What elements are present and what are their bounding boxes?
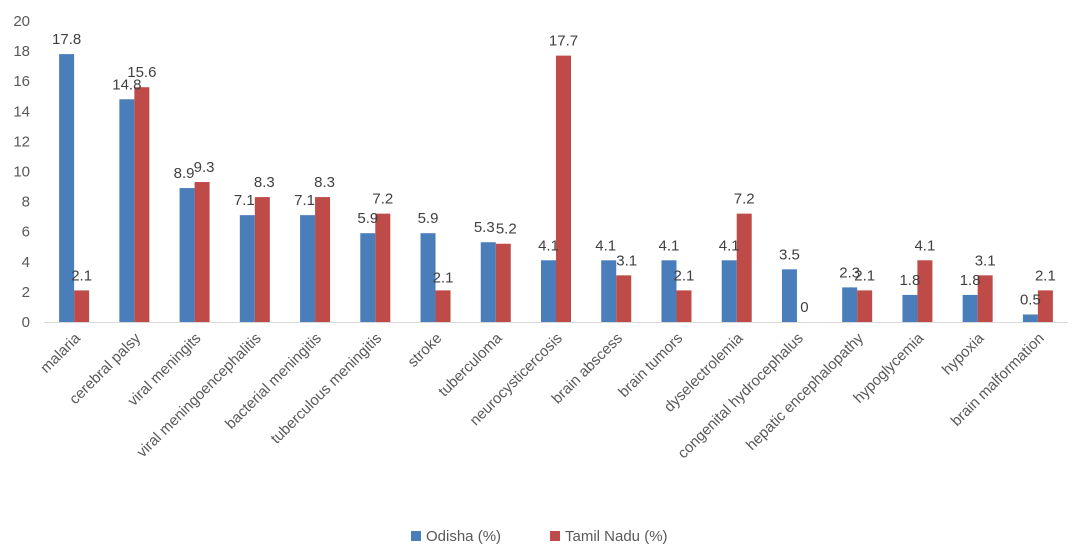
bar-tamil-nadu xyxy=(134,87,150,322)
x-category-label: congenital hydrocephalus xyxy=(674,330,806,462)
bar-tamil-nadu xyxy=(616,275,632,322)
bar-odisha xyxy=(962,294,978,322)
bar-odisha xyxy=(300,215,316,322)
bar-tamil-nadu xyxy=(315,197,331,322)
x-category-label: stroke xyxy=(404,330,445,371)
bar-odisha xyxy=(661,260,677,322)
data-label-odisha: 17.8 xyxy=(52,31,81,48)
data-label-odisha: 4.1 xyxy=(538,237,559,254)
bar-odisha xyxy=(420,233,436,322)
legend-swatch-odisha xyxy=(411,531,421,541)
data-label-tamil-nadu: 5.2 xyxy=(496,221,517,238)
y-tick-label: 0 xyxy=(22,314,30,331)
data-label-odisha: 4.1 xyxy=(595,237,616,254)
bar-odisha xyxy=(239,215,255,322)
bar-odisha xyxy=(59,54,75,323)
data-label-odisha: 5.9 xyxy=(418,210,439,227)
bar-tamil-nadu xyxy=(977,275,993,322)
bar-odisha xyxy=(601,260,617,322)
data-label-odisha: 1.8 xyxy=(960,272,981,289)
bar-tamil-nadu xyxy=(917,260,933,322)
data-label-tamil-nadu: 2.1 xyxy=(433,269,454,286)
data-label-tamil-nadu: 3.1 xyxy=(975,252,996,269)
data-label-tamil-nadu: 17.7 xyxy=(549,33,578,50)
data-label-tamil-nadu: 2.1 xyxy=(1035,267,1056,284)
y-tick-label: 8 xyxy=(22,194,30,211)
legend-label-odisha: Odisha (%) xyxy=(426,528,501,545)
bar-tamil-nadu xyxy=(254,197,270,322)
legend-label-tamil-nadu: Tamil Nadu (%) xyxy=(565,528,668,545)
data-label-odisha: 5.9 xyxy=(357,210,378,227)
y-tick-label: 16 xyxy=(13,73,30,90)
x-category-label: hypoxia xyxy=(939,329,988,378)
x-category-label: malaria xyxy=(37,329,84,376)
y-tick-label: 14 xyxy=(13,103,30,120)
bar-tamil-nadu xyxy=(556,55,571,323)
data-label-odisha: 8.9 xyxy=(174,165,195,182)
data-label-tamil-nadu: 8.3 xyxy=(254,174,275,191)
x-category-label: tuberculous meningitis xyxy=(268,330,386,448)
data-label-tamil-nadu: 2.1 xyxy=(854,267,875,284)
data-label-odisha: 4.1 xyxy=(659,237,680,254)
data-label-tamil-nadu: 7.2 xyxy=(372,191,393,208)
data-label-tamil-nadu: 2.1 xyxy=(71,267,92,284)
data-label-odisha: 1.8 xyxy=(899,272,920,289)
data-label-tamil-nadu: 9.3 xyxy=(194,159,215,176)
bar-tamil-nadu xyxy=(375,213,391,322)
y-tick-label: 10 xyxy=(13,164,30,181)
legend-swatch-tamil-nadu xyxy=(550,531,560,541)
y-tick-label: 6 xyxy=(22,224,30,241)
bar-tamil-nadu xyxy=(194,182,210,322)
bar-tamil-nadu xyxy=(495,243,511,322)
data-labels: 17.82.114.815.68.9 9.37.18.37.18.35.97.25… xyxy=(52,31,1056,316)
bar-tamil-nadu xyxy=(74,290,90,322)
bar-odisha xyxy=(360,233,376,322)
x-category-label: viral meningoencephalitis xyxy=(134,330,265,461)
data-label-tamil-nadu: 7.2 xyxy=(734,191,755,208)
bar-odisha xyxy=(480,242,496,322)
data-label-odisha: 4.1 xyxy=(719,237,740,254)
data-label-tamil-nadu: 2.1 xyxy=(674,267,695,284)
y-tick-label: 20 xyxy=(13,13,30,30)
y-tick-label: 2 xyxy=(22,284,30,301)
data-label-odisha: 5.3 xyxy=(474,219,495,236)
data-label-odisha: 7.1 xyxy=(294,192,315,209)
bar-odisha xyxy=(902,294,918,322)
bar-odisha xyxy=(1022,314,1038,322)
bar-odisha xyxy=(119,99,135,322)
legend: Odisha (%) Tamil Nadu (%) xyxy=(411,528,668,545)
data-label-tamil-nadu: 3.1 xyxy=(616,252,637,269)
x-category-label: hepatic encephalopathy xyxy=(743,329,867,453)
data-label-odisha: 14.8 xyxy=(112,76,141,93)
bar-odisha xyxy=(781,269,797,322)
y-tick-label: 18 xyxy=(13,43,30,60)
data-label-odisha: 3.5 xyxy=(779,246,800,263)
data-label-tamil-nadu: 15.6 xyxy=(127,64,156,81)
data-label-odisha: 2.3 xyxy=(839,264,860,281)
y-tick-label: 12 xyxy=(13,133,30,150)
bars xyxy=(59,54,1053,323)
bar-tamil-nadu xyxy=(676,290,692,322)
bar-odisha xyxy=(179,188,195,322)
bar-odisha xyxy=(842,287,858,322)
bar-odisha xyxy=(541,260,556,322)
data-label-tamil-nadu: 8.3 xyxy=(314,174,335,191)
data-label-odisha: 7.1 xyxy=(234,192,255,209)
data-label-tamil-nadu: 0 xyxy=(800,299,808,316)
bar-tamil-nadu xyxy=(736,213,752,322)
data-label-odisha: 0.5 xyxy=(1020,291,1041,308)
bar-tamil-nadu xyxy=(857,290,873,322)
bar-tamil-nadu xyxy=(435,290,451,322)
bar-odisha xyxy=(721,260,737,322)
bar-tamil-nadu xyxy=(1037,290,1053,322)
y-tick-label: 4 xyxy=(22,254,30,271)
y-axis-tick-labels: 0 2 4 6 8 10 12 14 16 18 20 xyxy=(13,13,30,331)
data-label-tamil-nadu: 4.1 xyxy=(914,237,935,254)
